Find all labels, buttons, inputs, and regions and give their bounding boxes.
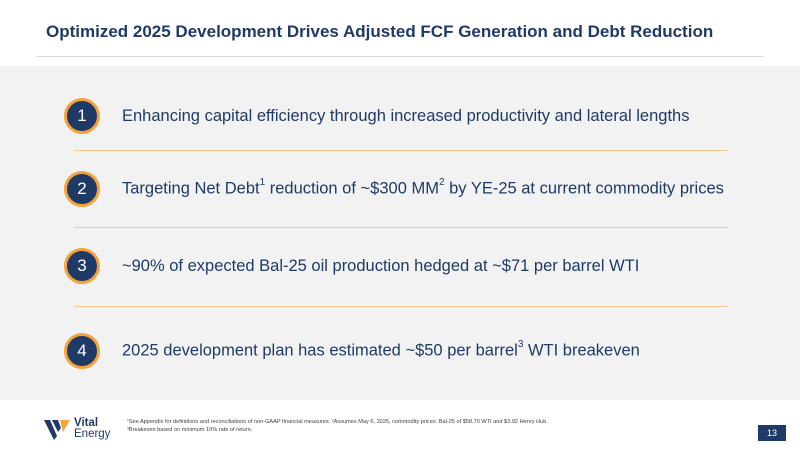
list-item-4: 4 2025 development plan has estimated ~$… xyxy=(64,333,640,369)
item-text-3: ~90% of expected Bal-25 oil production h… xyxy=(122,256,640,275)
separator-2 xyxy=(74,227,728,228)
footnote-ref-1: 1 xyxy=(259,177,266,189)
separator-3 xyxy=(74,306,728,307)
footnote-line-2: ³Breakeven based on minimum 10% rate of … xyxy=(127,427,253,433)
page-number: 13 xyxy=(758,425,786,441)
logo-wordmark: Vital Energy xyxy=(74,417,111,440)
item-text-4: 2025 development plan has estimated ~$50… xyxy=(122,339,640,361)
number-badge-2: 2 xyxy=(64,171,100,207)
slide-title: Optimized 2025 Development Drives Adjust… xyxy=(46,22,714,41)
item-text-4b: WTI breakeven xyxy=(523,341,640,360)
number-badge-4: 4 xyxy=(64,333,100,369)
number-badge-3: 3 xyxy=(64,248,100,284)
title-divider xyxy=(36,56,764,57)
footnote-ref-2: 2 xyxy=(438,177,445,189)
footnote-line-1: ¹See Appendix for definitions and reconc… xyxy=(127,419,548,425)
content-panel xyxy=(0,66,800,400)
logo-line-2: Energy xyxy=(74,428,111,440)
logo-line-1: Vital xyxy=(74,417,99,429)
item-text-4a: 2025 development plan has estimated ~$50… xyxy=(122,341,518,360)
company-logo: Vital Energy xyxy=(44,417,111,440)
list-item-2: 2 Targeting Net Debt1 reduction of ~$300… xyxy=(64,171,724,207)
item-text-2b: reduction of ~$300 MM xyxy=(265,179,439,198)
item-text-2c: by YE-25 at current commodity prices xyxy=(444,179,724,198)
list-item-3: 3 ~90% of expected Bal-25 oil production… xyxy=(64,248,639,284)
list-item-1: 1 Enhancing capital efficiency through i… xyxy=(64,98,689,134)
item-text-2a: Targeting Net Debt xyxy=(122,179,260,198)
footnotes: ¹See Appendix for definitions and reconc… xyxy=(127,418,687,434)
separator-1 xyxy=(74,150,728,151)
vital-energy-logo-icon xyxy=(44,420,70,440)
item-text-1: Enhancing capital efficiency through inc… xyxy=(122,106,690,125)
number-badge-1: 1 xyxy=(64,98,100,134)
footnote-ref-3: 3 xyxy=(517,339,524,351)
item-text-2: Targeting Net Debt1 reduction of ~$300 M… xyxy=(122,177,724,199)
